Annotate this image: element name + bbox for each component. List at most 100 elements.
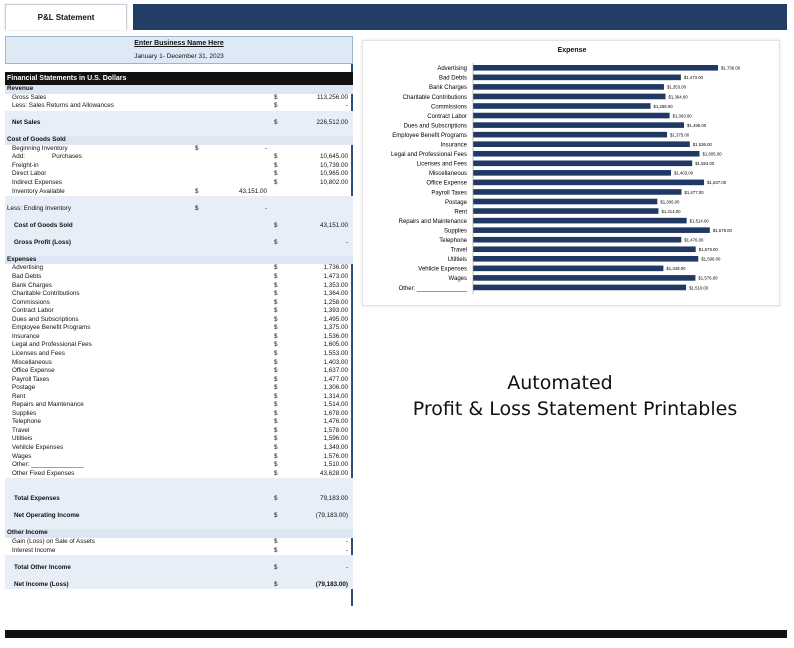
tab-pl-statement[interactable]: P&L Statement	[5, 4, 127, 30]
row-value[interactable]: 1,605.00	[323, 341, 348, 349]
row-value[interactable]: 1,393.00	[323, 307, 348, 315]
currency-symbol: $	[274, 170, 278, 178]
currency-symbol: $	[274, 358, 278, 366]
row-label: Add:	[12, 153, 25, 161]
expense-bar-chart: Advertising $1,736.00 Bad Debts $1,473.00 Ba…	[391, 63, 741, 295]
row-value[interactable]: -	[345, 537, 348, 545]
row-value[interactable]: 1,596.00	[323, 435, 348, 443]
statement-row: Utiltieis $1,596.00	[5, 435, 353, 444]
statement-row: Net Sales $226,512.00	[5, 119, 353, 128]
row-label: Contract Labor	[12, 307, 54, 315]
row-value[interactable]: 1,536.00	[323, 332, 348, 340]
currency-symbol: $	[274, 512, 278, 520]
row-value[interactable]: (79,183.00)	[315, 512, 348, 520]
row-value[interactable]: 1,637.00	[323, 367, 348, 375]
row-label: Net Sales	[12, 119, 41, 127]
row-value[interactable]: 1,473.00	[323, 273, 348, 281]
row-value[interactable]: -	[345, 102, 348, 110]
statement-row: Gross Sales $113,256.00	[5, 94, 353, 103]
row-value[interactable]: 1,375.00	[323, 324, 348, 332]
currency-symbol: $	[274, 93, 278, 101]
row-value[interactable]: 1,736.00	[323, 264, 348, 272]
row-label: Bad Debts	[12, 273, 42, 281]
category-label: Licenses and Fees	[417, 162, 467, 168]
bar-value-label: $1,364.00	[669, 94, 689, 99]
expense-bar	[473, 170, 672, 176]
row-value[interactable]: 1,353.00	[323, 281, 348, 289]
row-value[interactable]: 10,965.00	[319, 170, 348, 178]
row-value[interactable]: 1,553.00	[323, 349, 348, 357]
statement-row: Freight-in $10,739.00	[5, 162, 353, 171]
statement-row	[5, 196, 353, 205]
row-label: Gross Sales	[12, 93, 47, 101]
row-label: Office Expense	[12, 367, 55, 375]
row-value[interactable]: 1,476.00	[323, 418, 348, 426]
row-value[interactable]: 43,151.00	[319, 221, 348, 229]
bar-value-label: $1,476.00	[684, 238, 704, 243]
currency-symbol: $	[274, 426, 278, 434]
currency-symbol: $	[274, 443, 278, 451]
statement-row: Repairs and Maintenance $1,514.00	[5, 401, 353, 410]
row-value[interactable]: (79,183.00)	[315, 580, 348, 588]
row-value[interactable]: 1,306.00	[323, 384, 348, 392]
row-value[interactable]: -	[264, 204, 267, 212]
row-label: Gain (Loss) on Sale of Assets	[12, 537, 95, 545]
category-label: Vehilcle Expenses	[418, 267, 467, 273]
row-value[interactable]: -	[264, 144, 267, 152]
statement-row: Less: Ending Inventory $ -	[5, 204, 353, 214]
row-value[interactable]: 1,514.00	[323, 401, 348, 409]
bar-value-label: $1,375.00	[670, 132, 690, 137]
row-value[interactable]: 1,477.00	[323, 375, 348, 383]
row-label: Beginning Inventory	[12, 144, 68, 152]
row-value[interactable]: 1,258.00	[323, 298, 348, 306]
bar-value-label: $1,306.00	[660, 199, 680, 204]
row-value[interactable]: 79,183.00	[319, 495, 348, 503]
currency-symbol: $	[274, 290, 278, 298]
category-label: Legal and Professional Fees	[391, 152, 467, 158]
row-value[interactable]: 1,576.00	[323, 452, 348, 460]
row-label: Direct Labor	[12, 170, 47, 178]
row-value[interactable]: 1,678.00	[323, 409, 348, 417]
row-value[interactable]: -	[345, 546, 348, 554]
expense-chart-panel: Expense Advertising $1,736.00 Bad Debts $1,…	[362, 40, 780, 306]
currency-symbol: $	[274, 264, 278, 272]
currency-symbol: $	[274, 349, 278, 357]
row-value[interactable]: 226,512.00	[316, 119, 348, 127]
statement-row: Rent $1,314.00	[5, 393, 353, 402]
row-value[interactable]: 113,256.00	[316, 93, 348, 101]
row-value[interactable]: -	[345, 563, 348, 571]
row-value[interactable]: 43,628.00	[319, 469, 348, 477]
row-value[interactable]: 1,314.00	[323, 392, 348, 400]
row-value[interactable]: 10,645.00	[319, 153, 348, 161]
row-value[interactable]: 1,364.00	[323, 290, 348, 298]
statement-row	[5, 213, 353, 222]
category-label: Bad Debts	[439, 76, 467, 82]
category-label: Telephone	[439, 238, 467, 244]
row-value[interactable]: 1,578.00	[323, 426, 348, 434]
currency-symbol: $	[274, 367, 278, 375]
row-value[interactable]: 1,349.00	[323, 443, 348, 451]
row-label: Miscellaneous	[12, 358, 52, 366]
row-value[interactable]: 1,403.00	[323, 358, 348, 366]
currency-symbol: $	[274, 461, 278, 469]
row-label: Indirect Expenses	[12, 179, 63, 187]
statement-row	[5, 555, 353, 564]
row-value[interactable]: 1,495.00	[323, 315, 348, 323]
row-label: Bank Charges	[12, 281, 52, 289]
business-name[interactable]: Enter Business Name Here	[134, 40, 224, 47]
currency-symbol: $	[274, 307, 278, 315]
statement-row: Legal and Professional Fees $1,605.00	[5, 341, 353, 350]
currency-symbol: $	[274, 238, 278, 246]
statement-row: Commissions $1,258.00	[5, 299, 353, 308]
row-value[interactable]: 43,151.00	[238, 187, 267, 195]
statement-row	[5, 486, 353, 496]
statement-row: Contract Labor $1,393.00	[5, 307, 353, 316]
business-name-box[interactable]: Enter Business Name Here January 1- Dece…	[5, 36, 353, 64]
row-value[interactable]: -	[345, 238, 348, 246]
row-value[interactable]: 10,739.00	[319, 161, 348, 169]
row-value[interactable]: 1,510.00	[323, 461, 348, 469]
statement-row	[5, 127, 353, 137]
bar-value-label: $1,314.00	[661, 209, 681, 214]
currency-symbol: $	[274, 375, 278, 383]
row-value[interactable]: 10,802.00	[319, 179, 348, 187]
